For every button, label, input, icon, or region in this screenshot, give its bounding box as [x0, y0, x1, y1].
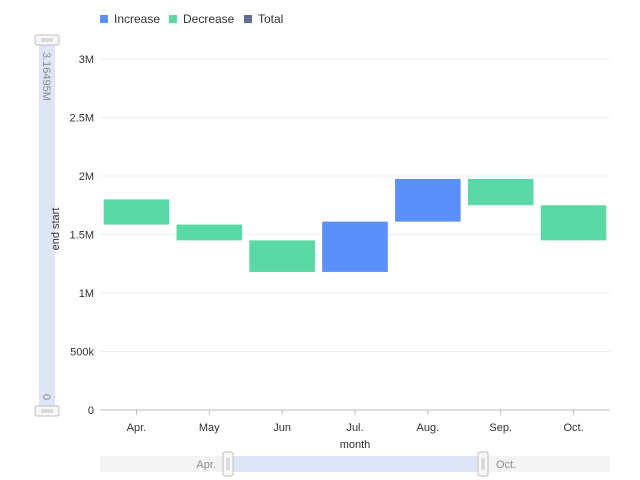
legend-swatch-increase	[100, 15, 108, 23]
legend-label-increase: Increase	[114, 12, 160, 26]
bar-decrease-apr[interactable]	[103, 199, 170, 225]
legend-swatch-total	[244, 15, 252, 23]
legend-label-total: Total	[258, 12, 283, 26]
bar-decrease-jun[interactable]	[249, 240, 315, 272]
y-tick-label: 0	[88, 405, 94, 417]
x-slider-selection[interactable]	[228, 456, 483, 472]
y-tick-label: 3M	[79, 54, 94, 66]
y-slider-max-label: 3.16495M	[40, 52, 52, 101]
y-tick-label: 2M	[79, 171, 94, 183]
x-slider-right-handle[interactable]	[477, 451, 489, 477]
x-slider-start-label: Apr.	[196, 459, 216, 471]
x-axis-slider[interactable]: Apr. Oct.	[100, 451, 610, 477]
bar-decrease-oct[interactable]	[540, 205, 607, 241]
x-tick-label: Jun	[273, 422, 291, 434]
x-slider-end-label: Oct.	[496, 459, 516, 471]
y-tick-label: 2.5M	[70, 113, 94, 125]
legend-item-total[interactable]: Total	[244, 12, 283, 26]
legend-label-decrease: Decrease	[183, 12, 235, 26]
bar-decrease-may[interactable]	[176, 224, 243, 241]
x-tick-label: Aug.	[417, 422, 440, 434]
bar-increase-aug[interactable]	[395, 178, 461, 222]
legend-item-increase[interactable]: Increase	[100, 12, 160, 26]
x-tick-label: Apr.	[127, 422, 147, 434]
y-tick-label: 1M	[79, 288, 94, 300]
legend-swatch-decrease	[169, 15, 177, 23]
y-slider-bottom-handle[interactable]	[34, 405, 60, 417]
y-axis-slider[interactable]: 3.16495M 0	[34, 34, 60, 417]
x-tick-label: Jul.	[346, 422, 363, 434]
y-tick-label: 500k	[70, 347, 94, 359]
x-slider-left-handle[interactable]	[222, 451, 234, 477]
y-slider-track	[39, 40, 55, 411]
bar-increase-jul[interactable]	[322, 221, 388, 272]
legend-item-decrease[interactable]: Decrease	[169, 12, 235, 26]
x-tick-label: Sep.	[489, 422, 512, 434]
legend: Increase Decrease Total	[100, 12, 283, 26]
y-slider-min-label: 0	[40, 394, 52, 400]
x-tick-label: May	[199, 422, 220, 434]
bars	[103, 178, 607, 272]
x-tick-label: Oct.	[563, 422, 583, 434]
y-tick-label: 1.5M	[70, 230, 94, 242]
bar-decrease-sep[interactable]	[467, 178, 534, 206]
x-axis: Apr. May Jun Jul. Aug. Sep. Oct.	[127, 410, 584, 434]
y-slider-top-handle[interactable]	[34, 34, 60, 46]
y-axis: 0 500k 1M 1.5M 2M 2.5M 3M	[70, 54, 95, 417]
x-axis-title: month	[340, 439, 371, 451]
y-axis-title: end start	[50, 208, 62, 251]
